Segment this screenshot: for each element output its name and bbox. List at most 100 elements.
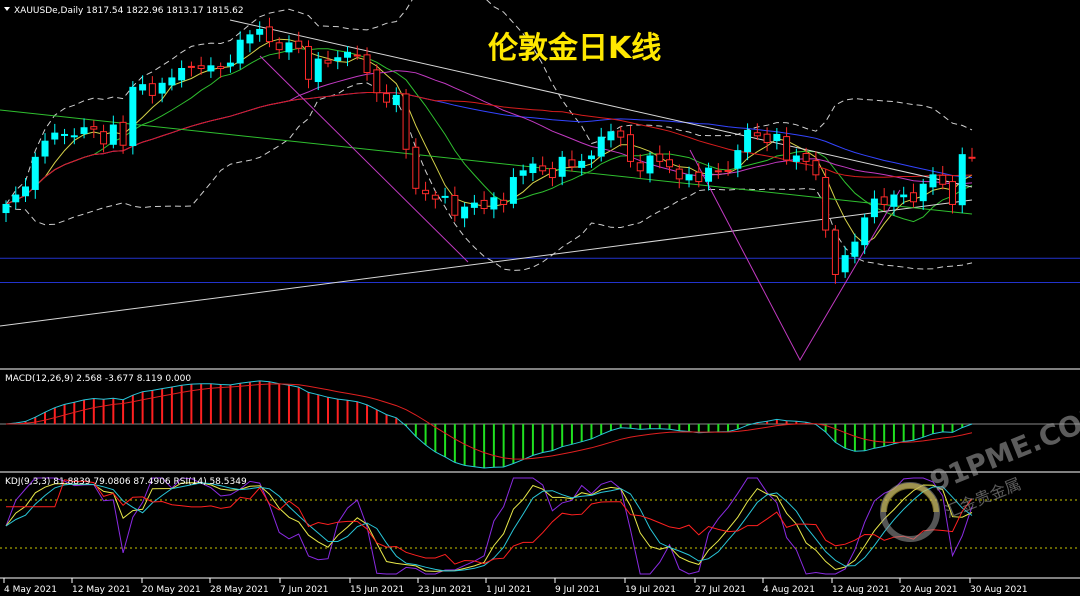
date-tick-label: 19 Jul 2021: [625, 585, 676, 595]
ma-red-line: [5, 92, 973, 205]
candle-body: [861, 217, 869, 246]
candle-body: [383, 93, 391, 103]
ma-yellow-line: [5, 38, 973, 245]
candle-body: [470, 202, 478, 208]
candle-body: [392, 94, 400, 106]
candle-body: [626, 134, 634, 162]
candle-body: [851, 241, 859, 257]
candle-body: [841, 255, 849, 273]
candle-body: [217, 66, 225, 69]
resistance-trend-line: [229, 19, 973, 188]
candle-body: [451, 194, 459, 216]
candle-body: [324, 59, 332, 64]
candle-body: [792, 155, 800, 162]
macd-signal-line: [5, 383, 973, 460]
date-tick-label: 15 Jun 2021: [350, 585, 404, 595]
candle-body: [802, 153, 810, 162]
bollinger-upper-line: [5, 0, 973, 205]
candle-body: [295, 40, 303, 49]
candle-body: [353, 54, 361, 57]
candle-body: [22, 186, 30, 197]
candle-body: [744, 129, 752, 153]
candle-body: [773, 133, 781, 142]
candle-body: [519, 170, 527, 176]
date-tick-label: 27 Jul 2021: [695, 585, 746, 595]
candle-body: [402, 93, 410, 150]
candle-body: [695, 171, 703, 183]
candle-body: [119, 121, 127, 146]
candle-body: [178, 68, 186, 81]
candle-body: [304, 46, 312, 80]
candle-body: [636, 162, 644, 172]
rsi-line: [6, 479, 973, 565]
candle-body: [890, 194, 898, 207]
oscillator-panel: [0, 477, 1080, 579]
candle-body: [344, 51, 352, 58]
candle-body: [548, 168, 556, 179]
candle-body: [900, 194, 908, 198]
candle-body: [558, 156, 566, 177]
candle-body: [646, 155, 654, 174]
candle-body: [207, 65, 215, 72]
candle-body: [958, 154, 966, 206]
support-trend-line: [0, 199, 973, 327]
candle-body: [197, 65, 205, 70]
dropdown-triangle-icon: [4, 7, 10, 11]
candle-body: [168, 77, 176, 86]
candle-body: [597, 136, 605, 157]
date-axis: 4 May 2021 12 May 2021 20 May 2021 28 May 2…: [3, 578, 1028, 595]
candle-body: [31, 156, 39, 190]
candle-body: [41, 140, 49, 157]
candle-body: [2, 203, 10, 214]
candle-body: [412, 146, 420, 189]
date-tick-label: 28 May 2021: [210, 585, 269, 595]
date-tick-label: 30 Aug 2021: [970, 585, 1028, 595]
candle-body: [666, 159, 674, 168]
price-panel: [0, 0, 1080, 370]
date-tick-label: 12 Aug 2021: [832, 585, 890, 595]
bollinger-lower-line: [5, 82, 973, 271]
candle-body: [285, 42, 293, 53]
date-tick-label: 20 Aug 2021: [900, 585, 958, 595]
date-tick-label: 23 Jun 2021: [418, 585, 472, 595]
candle-body: [753, 132, 761, 137]
candle-body: [539, 165, 547, 172]
zigzag-line: [259, 55, 469, 263]
candle-body: [441, 195, 449, 198]
candle-body: [139, 84, 147, 91]
candle-body: [509, 177, 517, 204]
candle-body: [929, 174, 937, 188]
macd-panel: [0, 380, 1080, 473]
zigzag-line: [689, 149, 901, 362]
candle-body: [422, 189, 430, 195]
candle-body: [226, 62, 234, 67]
chart-labels: 伦敦金日K线 XAUUSDe,Daily 1817.54 1822.96 181…: [4, 6, 661, 487]
candle-body: [939, 174, 947, 185]
candle-body: [187, 65, 195, 68]
candle-body: [51, 132, 59, 140]
candle-body: [880, 196, 888, 205]
candle-body: [812, 160, 820, 176]
green-trend-line: [0, 109, 973, 215]
candle-body: [373, 69, 381, 94]
date-tick-label: 7 Jun 2021: [280, 585, 328, 595]
date-tick-label: 1 Jul 2021: [486, 585, 531, 595]
candle-body: [568, 159, 576, 168]
candle-body: [148, 83, 156, 96]
date-tick-label: 20 May 2021: [142, 585, 201, 595]
candle-body: [529, 163, 537, 174]
candle-body: [968, 156, 976, 159]
kdj-rsi-label: KDJ(9,3,3) 81.8839 79.0806 87.4906 RSI(1…: [5, 477, 247, 487]
candle-body: [870, 198, 878, 218]
candle-body: [685, 174, 693, 181]
candle-body: [12, 194, 20, 203]
candle-body: [607, 131, 615, 141]
kdj-j-line: [5, 477, 973, 575]
candle-body: [100, 131, 108, 145]
candle-body: [334, 57, 342, 62]
candle-body: [265, 26, 273, 43]
candle-body: [158, 82, 166, 94]
